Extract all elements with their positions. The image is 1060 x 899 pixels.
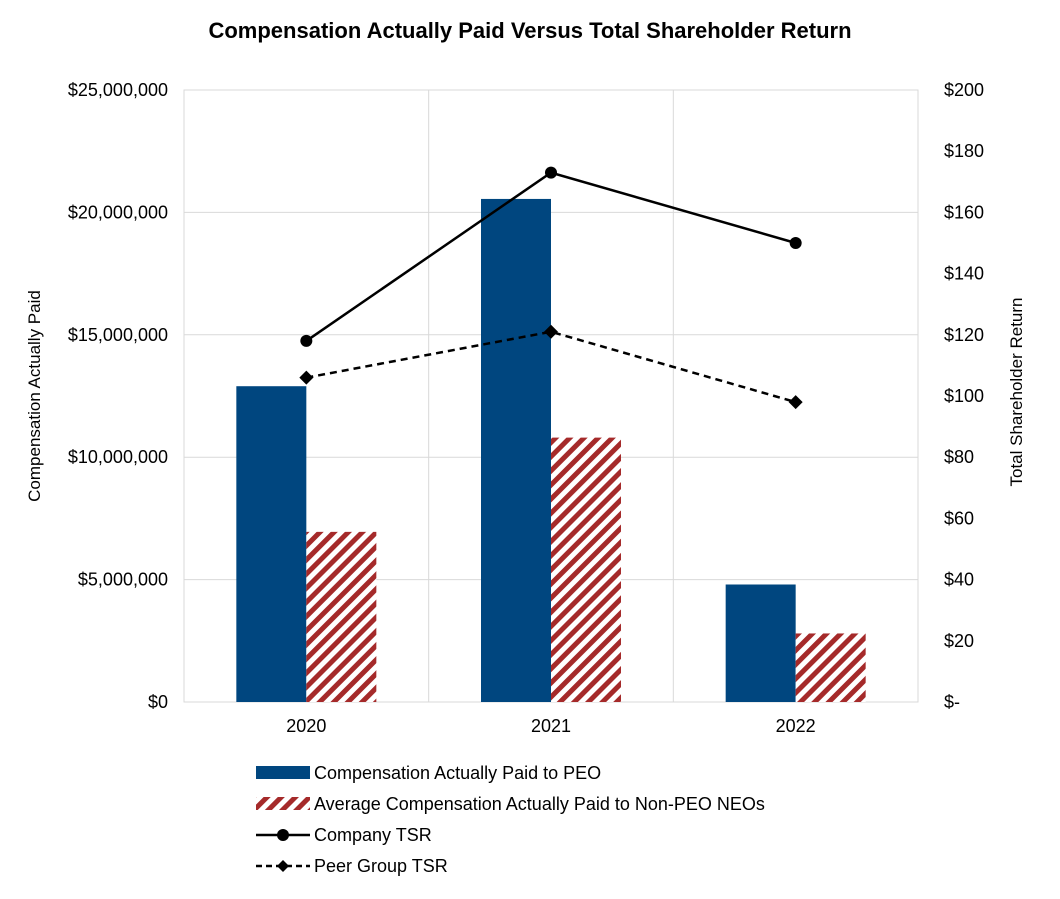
bar-peo-2022 bbox=[725, 584, 796, 702]
point-peer-group-tsr-2021 bbox=[544, 324, 558, 339]
point-company-tsr-2021 bbox=[545, 166, 557, 179]
y2-tick-label: $100 bbox=[944, 386, 984, 406]
point-peer-group-tsr-2022 bbox=[788, 395, 803, 410]
x-tick-label: 2022 bbox=[776, 716, 816, 736]
legend-item: Compensation Actually Paid to PEO bbox=[256, 763, 601, 783]
y-tick-label: $5,000,000 bbox=[78, 570, 168, 590]
legend-item: Peer Group TSR bbox=[256, 856, 448, 876]
x-tick-label: 2020 bbox=[286, 716, 326, 736]
bar-non-peo-neos-2020 bbox=[306, 531, 377, 702]
point-company-tsr-2020 bbox=[300, 334, 313, 347]
bar-peo-2021 bbox=[481, 198, 551, 702]
legend-swatch-non-peo-neos bbox=[256, 797, 310, 810]
legend-item: Company TSR bbox=[256, 825, 432, 845]
point-peer-group-tsr-2020 bbox=[299, 370, 314, 385]
bar-non-peo-neos-2021 bbox=[551, 437, 621, 702]
y2-tick-label: $20 bbox=[944, 631, 974, 651]
y2-tick-label: $140 bbox=[944, 264, 984, 284]
y2-axis-title: Total Shareholder Return bbox=[1007, 297, 1026, 486]
bar-peo-2020 bbox=[236, 386, 307, 702]
legend-label: Compensation Actually Paid to PEO bbox=[314, 763, 601, 783]
y-tick-label: $20,000,000 bbox=[68, 202, 168, 222]
y-tick-label: $10,000,000 bbox=[68, 447, 168, 467]
legend-label: Peer Group TSR bbox=[314, 856, 448, 876]
y2-tick-label: $80 bbox=[944, 447, 974, 467]
bars bbox=[236, 198, 866, 702]
legend-marker-diamond bbox=[277, 860, 289, 872]
bar-non-peo-neos-2022 bbox=[795, 633, 866, 702]
legend-label: Average Compensation Actually Paid to No… bbox=[314, 794, 765, 814]
y2-tick-label: $180 bbox=[944, 141, 984, 161]
y-axis-title: Compensation Actually Paid bbox=[25, 290, 44, 502]
legend-label: Company TSR bbox=[314, 825, 432, 845]
legend-swatch-peo bbox=[256, 766, 310, 779]
lines bbox=[299, 166, 803, 410]
chart-title: Compensation Actually Paid Versus Total … bbox=[208, 18, 851, 43]
legend: Compensation Actually Paid to PEO Average… bbox=[256, 763, 765, 876]
y2-tick-label: $160 bbox=[944, 202, 984, 222]
y2-tick-label: $- bbox=[944, 692, 960, 712]
point-company-tsr-2022 bbox=[789, 237, 802, 249]
y2-tick-label: $40 bbox=[944, 570, 974, 590]
y-tick-label: $25,000,000 bbox=[68, 80, 168, 100]
y2-tick-label: $60 bbox=[944, 508, 974, 528]
legend-item: Average Compensation Actually Paid to No… bbox=[256, 794, 765, 814]
legend-marker-circle bbox=[277, 829, 289, 841]
y-tick-label: $15,000,000 bbox=[68, 325, 168, 345]
y2-tick-label: $200 bbox=[944, 80, 984, 100]
y2-tick-label: $120 bbox=[944, 325, 984, 345]
x-tick-label: 2021 bbox=[531, 716, 571, 736]
y-tick-label: $0 bbox=[148, 692, 168, 712]
tick-labels: $0 $5,000,000 $10,000,000 $15,000,000 $20,00… bbox=[68, 80, 984, 736]
